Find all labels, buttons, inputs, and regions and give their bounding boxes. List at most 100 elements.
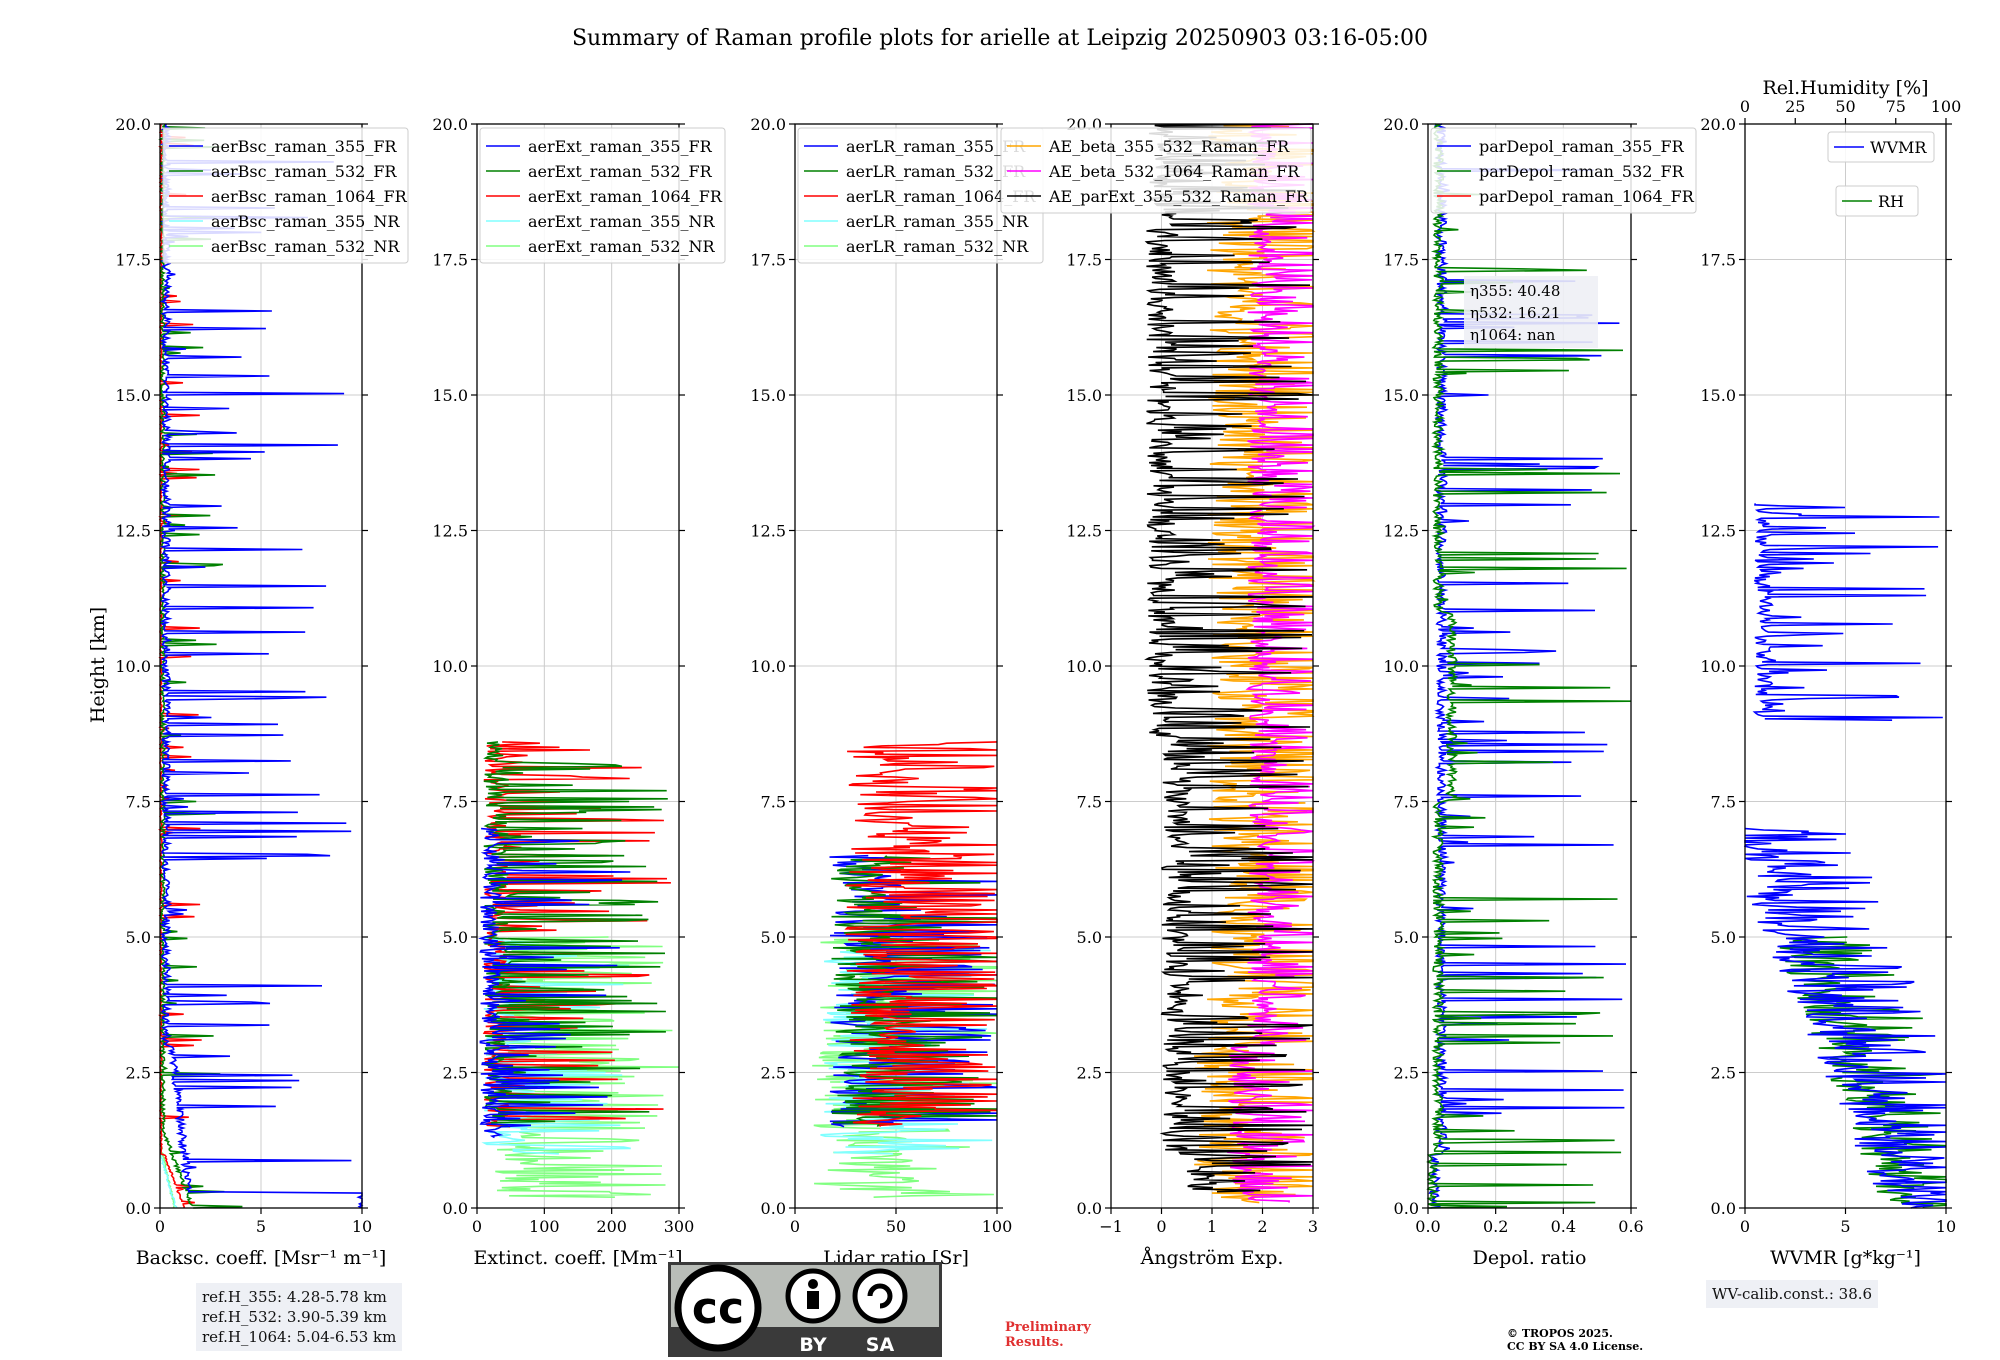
series-line — [1779, 936, 1947, 1209]
y-tick-label: 17.5 — [115, 251, 151, 270]
ref-height-355: ref.H_355: 4.28-5.78 km — [202, 1288, 387, 1306]
series-line — [159, 1153, 178, 1209]
y-tick-label: 15.0 — [1383, 386, 1419, 405]
preliminary-line-1: Preliminary — [1005, 1320, 1091, 1335]
legend-entry: aerBsc_raman_532_FR — [211, 162, 397, 181]
x-axis-label: Extinct. coeff. [Mm⁻¹] — [473, 1247, 682, 1269]
legend-box — [479, 127, 726, 264]
top-x-tick-label: 50 — [1835, 97, 1855, 116]
x-tick-label: 0.4 — [1551, 1217, 1576, 1236]
y-tick-label: 10.0 — [1700, 657, 1736, 676]
y-tick-label: 20.0 — [1383, 115, 1419, 134]
top-x-axis-label: Rel.Humidity [%] — [1762, 77, 1928, 99]
series-line — [1427, 123, 1627, 1209]
y-tick-label: 5.0 — [761, 928, 786, 947]
y-tick-label: 0.0 — [126, 1199, 151, 1218]
wv-calibration-box: WV-calib.const.: 38.6 — [1706, 1280, 1879, 1308]
y-axis-label: Height [km] — [87, 607, 109, 723]
legend-entry: aerBsc_raman_532_NR — [211, 237, 400, 256]
figure-title: Summary of Raman profile plots for ariel… — [572, 26, 1428, 51]
y-tick-label: 12.5 — [1066, 522, 1102, 541]
y-tick-label: 20.0 — [1700, 115, 1736, 134]
y-tick-label: 5.0 — [1394, 928, 1419, 947]
legend-entry: aerLR_raman_355_NR — [846, 212, 1029, 231]
y-tick-label: 15.0 — [115, 386, 151, 405]
x-tick-label: 5 — [256, 1217, 266, 1236]
x-tick-label: 0 — [1740, 1217, 1750, 1236]
series-line — [1743, 503, 1947, 1209]
series-line — [1194, 123, 1316, 1204]
legend-entry: parDepol_raman_355_FR — [1479, 137, 1685, 156]
legend-entry: aerLR_raman_532_FR — [846, 162, 1026, 181]
y-tick-label: 17.5 — [750, 251, 786, 270]
series-line — [159, 123, 364, 1209]
y-tick-label: 7.5 — [1077, 793, 1102, 812]
legend-entry: aerExt_raman_532_NR — [528, 237, 716, 256]
wv-calibration-text: WV-calib.const.: 38.6 — [1712, 1285, 1873, 1303]
legend-entry: RH — [1878, 192, 1904, 211]
by-text: BY — [799, 1334, 826, 1356]
y-tick-label: 15.0 — [750, 386, 786, 405]
series-line — [478, 827, 631, 1139]
panel-extinction: 0 100 200 300 0.0 2.5 5.0 7.5 10.0 12.5 15.0 17.5 20… — [432, 115, 726, 1269]
legend-box — [1835, 185, 1919, 217]
legend-box — [1430, 127, 1697, 214]
x-tick-label: 100 — [982, 1217, 1013, 1236]
x-axis-label: Ångström Exp. — [1140, 1247, 1284, 1269]
legend-box — [1827, 131, 1935, 163]
legend-entry: aerLR_raman_1064_FR — [846, 187, 1036, 206]
x-tick-label: 0 — [472, 1217, 482, 1236]
annotation-text: η532: 16.21 — [1470, 304, 1560, 322]
legend-entry: AE_parExt_355_532_Raman_FR — [1048, 187, 1309, 206]
copyright-line-2: CC BY SA 4.0 License. — [1507, 1340, 1644, 1353]
y-tick-label: 17.5 — [1383, 251, 1419, 270]
ref-height-532: ref.H_532: 3.90-5.39 km — [202, 1308, 387, 1326]
y-tick-label: 7.5 — [1394, 793, 1419, 812]
y-tick-label: 10.0 — [115, 657, 151, 676]
y-tick-label: 20.0 — [432, 115, 468, 134]
y-tick-label: 7.5 — [1711, 793, 1736, 812]
y-tick-label: 20.0 — [115, 115, 151, 134]
x-tick-label: 1 — [1207, 1217, 1217, 1236]
panel-wvmr: 0 5 10 0.0 2.5 5.0 7.5 10.0 12.5 15.0 17.5 20.0 WVMR… — [1700, 77, 1961, 1269]
x-tick-label: 10 — [352, 1217, 372, 1236]
x-tick-label: 0.6 — [1618, 1217, 1643, 1236]
sa-text: SA — [866, 1334, 895, 1356]
y-tick-label: 15.0 — [1066, 386, 1102, 405]
panel-depolarization: 0.0 0.2 0.4 0.6 0.0 2.5 5.0 7.5 10.0 12.5 15.0 17.5… — [1383, 115, 1697, 1269]
y-tick-label: 15.0 — [1700, 386, 1736, 405]
x-tick-label: 300 — [664, 1217, 695, 1236]
top-x-tick-label: 100 — [1931, 97, 1962, 116]
annotation-text: η1064: nan — [1470, 326, 1556, 344]
y-tick-label: 5.0 — [1711, 928, 1736, 947]
x-tick-label: 10 — [1936, 1217, 1956, 1236]
y-tick-label: 12.5 — [115, 522, 151, 541]
cc-license-logo: cc BY SA — [668, 1262, 942, 1357]
legend-entry: aerExt_raman_1064_FR — [528, 187, 723, 206]
series-line — [831, 855, 998, 1127]
sa-icon — [852, 1268, 908, 1324]
y-tick-label: 7.5 — [126, 793, 151, 812]
x-tick-label: 100 — [529, 1217, 560, 1236]
y-tick-label: 17.5 — [432, 251, 468, 270]
y-tick-label: 0.0 — [1711, 1199, 1736, 1218]
reference-heights-box: ref.H_355: 4.28-5.78 km ref.H_532: 3.90-… — [196, 1283, 403, 1351]
y-tick-label: 2.5 — [443, 1064, 468, 1083]
panel-lidar-ratio: 0 50 1000.02.55.07.510.012.515.017.520.0Li… — [750, 115, 1044, 1269]
legend-entry: aerExt_raman_355_FR — [528, 137, 713, 156]
y-tick-label: 0.0 — [1077, 1199, 1102, 1218]
y-tick-label: 10.0 — [1066, 657, 1102, 676]
legend-entry: parDepol_raman_1064_FR — [1479, 187, 1695, 206]
x-tick-label: 0 — [1156, 1217, 1166, 1236]
legend-entry: aerBsc_raman_1064_FR — [211, 187, 408, 206]
x-tick-label: 50 — [886, 1217, 906, 1236]
y-tick-label: 5.0 — [126, 928, 151, 947]
series-line — [1426, 123, 1632, 1209]
legend-entry: aerBsc_raman_355_FR — [211, 137, 397, 156]
top-x-tick-label: 0 — [1740, 97, 1750, 116]
y-tick-label: 10.0 — [750, 657, 786, 676]
preliminary-note: Preliminary Results. — [1005, 1320, 1091, 1350]
annotation-box — [1464, 276, 1598, 348]
panel-angstrom: −1 0 1 2 30.02.55.07.510.012.515.017.520.0Ån… — [1000, 115, 1319, 1269]
